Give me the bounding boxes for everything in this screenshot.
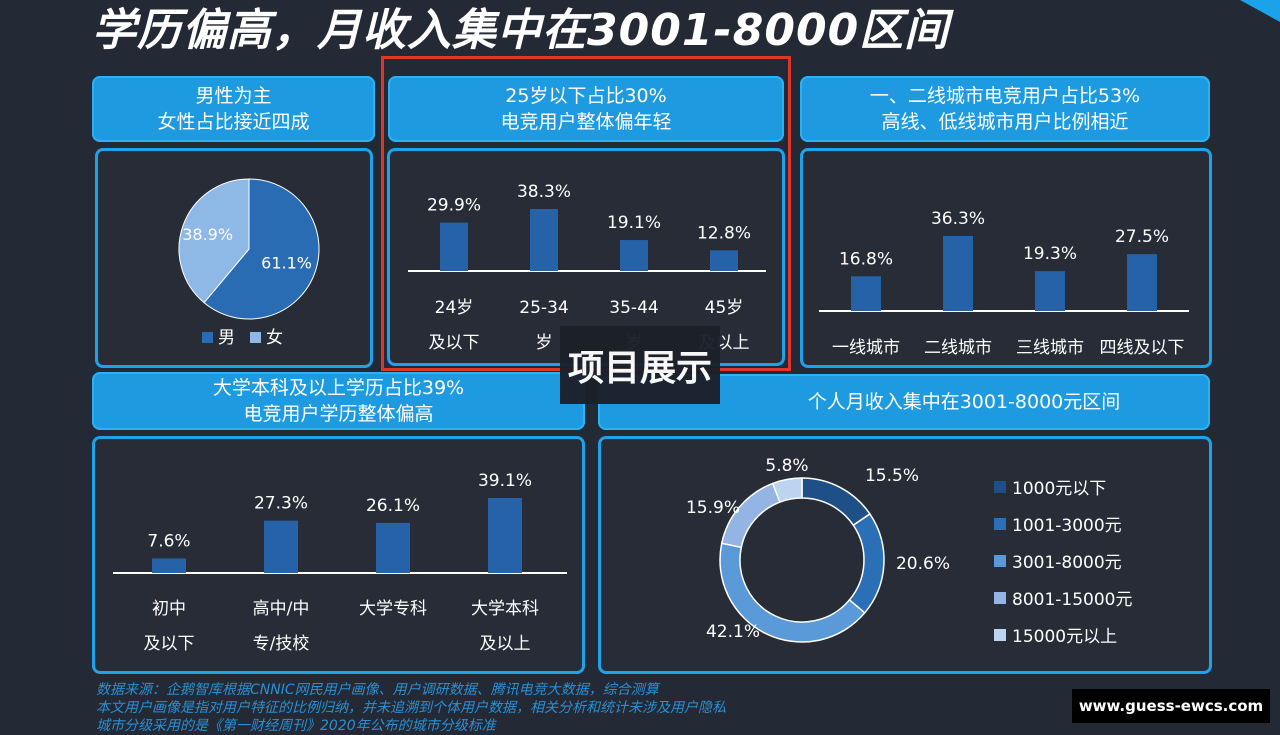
- legend-label-0: 男: [218, 328, 235, 348]
- category-label-1-0: 二线城市: [924, 338, 992, 358]
- footer-line-1: 数据来源：企鹅智库根据CNNIC网民用户画像、用户调研数据、腾讯电竞大数据，综合…: [96, 682, 659, 698]
- category-label-0-0: 一线城市: [832, 338, 900, 358]
- bar-3: [710, 250, 738, 271]
- donut-legend-swatch-3: [994, 592, 1006, 604]
- donut-legend-label-2: 3001-8000元: [1012, 553, 1122, 573]
- bar-0: [851, 276, 881, 311]
- donut-segment-4: [771, 477, 803, 504]
- bar-value-label-3: 27.5%: [1115, 227, 1169, 247]
- donut-legend-label-1: 1001-3000元: [1012, 516, 1122, 536]
- bar-value-label-3: 39.1%: [478, 471, 532, 491]
- legend-label-1: 女: [266, 328, 283, 348]
- category-label-2-0: 三线城市: [1016, 338, 1084, 358]
- bar-0: [152, 558, 186, 573]
- category-label-3-0: 大学本科: [471, 599, 539, 619]
- pie-slice-1: [178, 178, 250, 304]
- income-header-line-1: 个人月收入集中在3001-8000元区间: [807, 391, 1121, 413]
- category-label-1-0: 25-34: [519, 298, 568, 318]
- education-header: 大学本科及以上学历占比39% 电竞用户学历整体偏高: [92, 372, 585, 430]
- bar-2: [620, 240, 648, 271]
- footer-line-3: 城市分级采用的是《第一财经周刊》2020年公布的城市分级标准: [96, 718, 496, 734]
- bar-2: [376, 522, 410, 573]
- gender-header-line-1: 男性为主: [195, 85, 272, 107]
- bar-value-label-3: 12.8%: [697, 223, 751, 243]
- category-label-2-0: 35-44: [609, 298, 658, 318]
- gender-header: 男性为主 女性占比接近四成: [92, 76, 375, 142]
- bar-value-label-1: 36.3%: [931, 209, 985, 229]
- donut-segment-0: [801, 477, 871, 527]
- legend-swatch-0: [202, 332, 213, 343]
- pie-value-label-0: 61.1%: [261, 254, 312, 273]
- data-source-footer: 数据来源：企鹅智库根据CNNIC网民用户画像、用户调研数据、腾讯电竞大数据，综合…: [96, 681, 726, 735]
- donut-segment-1: [848, 512, 885, 614]
- bar-3: [488, 498, 522, 573]
- category-label-1-0: 高中/中: [253, 599, 310, 619]
- bar-value-label-0: 7.6%: [147, 531, 190, 551]
- gender-header-line-2: 女性占比接近四成: [157, 111, 310, 133]
- category-label-3-0: 四线及以下: [1100, 338, 1185, 358]
- bar-0: [440, 222, 468, 271]
- pie-value-label-1: 38.9%: [182, 225, 233, 244]
- bar-1: [264, 520, 298, 573]
- education-header-line-2: 电竞用户学历整体偏高: [243, 403, 434, 425]
- bar-1: [943, 236, 973, 311]
- donut-value-label-4: 5.8%: [765, 456, 808, 476]
- category-label-1-1: 岁: [536, 333, 553, 353]
- site-watermark: www.guess-ewcs.com: [1072, 689, 1270, 723]
- project-showcase-tag: 项目展示: [560, 326, 720, 404]
- donut-legend-swatch-4: [994, 629, 1006, 641]
- donut-legend-label-3: 8001-15000元: [1012, 590, 1132, 610]
- city-header: 一、二线城市电竞用户占比53% 高线、低线城市用户比例相近: [800, 76, 1210, 142]
- donut-legend-label-0: 1000元以下: [1012, 479, 1106, 499]
- bar-value-label-0: 29.9%: [427, 196, 481, 216]
- bar-value-label-1: 38.3%: [517, 182, 571, 202]
- education-header-line-1: 大学本科及以上学历占比39%: [212, 377, 465, 399]
- category-label-0-0: 24岁: [435, 298, 474, 318]
- bar-1: [530, 209, 558, 271]
- bar-value-label-1: 27.3%: [254, 494, 308, 514]
- category-label-3-0: 45岁: [705, 298, 744, 318]
- donut-value-label-3: 15.9%: [686, 498, 740, 518]
- donut-legend-swatch-2: [994, 555, 1006, 567]
- donut-value-label-1: 20.6%: [896, 554, 950, 574]
- income-donut-chart: 15.5% 20.6% 42.1% 15.9% 5.8% 1000元以下 1001-3000…: [686, 456, 1132, 647]
- category-label-0-1: 及以下: [144, 634, 195, 654]
- gender-pie-chart: 61.1% 38.9% 男 女: [178, 178, 320, 348]
- donut-legend-swatch-1: [994, 518, 1006, 530]
- footer-line-2: 本文用户画像是指对用户特征的比例归纳，并未追溯到个体用户数据，相关分析和统计未涉…: [96, 700, 726, 716]
- donut-legend-label-4: 15000元以上: [1012, 627, 1117, 647]
- category-label-2-0: 大学专科: [359, 599, 427, 619]
- donut-value-label-0: 15.5%: [865, 466, 919, 486]
- age-header: 25岁以下占比30% 电竞用户整体偏年轻: [388, 76, 784, 142]
- bar-value-label-0: 16.8%: [839, 249, 893, 269]
- legend-swatch-1: [250, 332, 261, 343]
- age-bar-chart: 29.9%24岁及以下38.3%25-34岁19.1%35-44岁12.8%45…: [408, 182, 766, 353]
- city-bar-chart: 16.8% 一线城市 36.3% 二线城市 19.3% 三线城市 27.5% 四线及以下: [819, 209, 1189, 358]
- category-label-0-0: 初中: [152, 599, 186, 619]
- page-title: 学历偏高，月收入集中在3001-8000区间: [92, 5, 950, 56]
- corner-decoration: [1240, 0, 1280, 22]
- income-panel: 15.5% 20.6% 42.1% 15.9% 5.8% 1000元以下 1001-3000…: [598, 436, 1212, 674]
- bar-value-label-2: 26.1%: [366, 496, 420, 516]
- category-label-3-1: 及以上: [480, 634, 531, 654]
- city-header-line-1: 一、二线城市电竞用户占比53%: [869, 85, 1141, 107]
- category-label-1-1: 专/技校: [253, 634, 310, 654]
- age-header-line-2: 电竞用户整体偏年轻: [500, 111, 672, 133]
- bar-value-label-2: 19.1%: [607, 213, 661, 233]
- category-label-0-1: 及以下: [429, 333, 480, 353]
- donut-value-label-2: 42.1%: [706, 622, 760, 642]
- city-panel: 16.8% 一线城市 36.3% 二线城市 19.3% 三线城市 27.5% 四线及以下: [800, 148, 1212, 368]
- pie-slice-0: [203, 178, 320, 320]
- bar-value-label-2: 19.3%: [1023, 244, 1077, 264]
- education-panel: 7.6% 初中及以下 27.3% 高中/中专/技校 26.1% 大学专科 39.1% 大学本科…: [92, 436, 585, 674]
- age-header-line-1: 25岁以下占比30%: [505, 85, 667, 107]
- bar-2: [1035, 271, 1065, 311]
- bar-3: [1127, 254, 1157, 311]
- donut-legend-swatch-0: [994, 481, 1006, 493]
- city-header-line-2: 高线、低线城市用户比例相近: [881, 111, 1129, 133]
- gender-panel: 61.1% 38.9% 男 女: [95, 148, 373, 368]
